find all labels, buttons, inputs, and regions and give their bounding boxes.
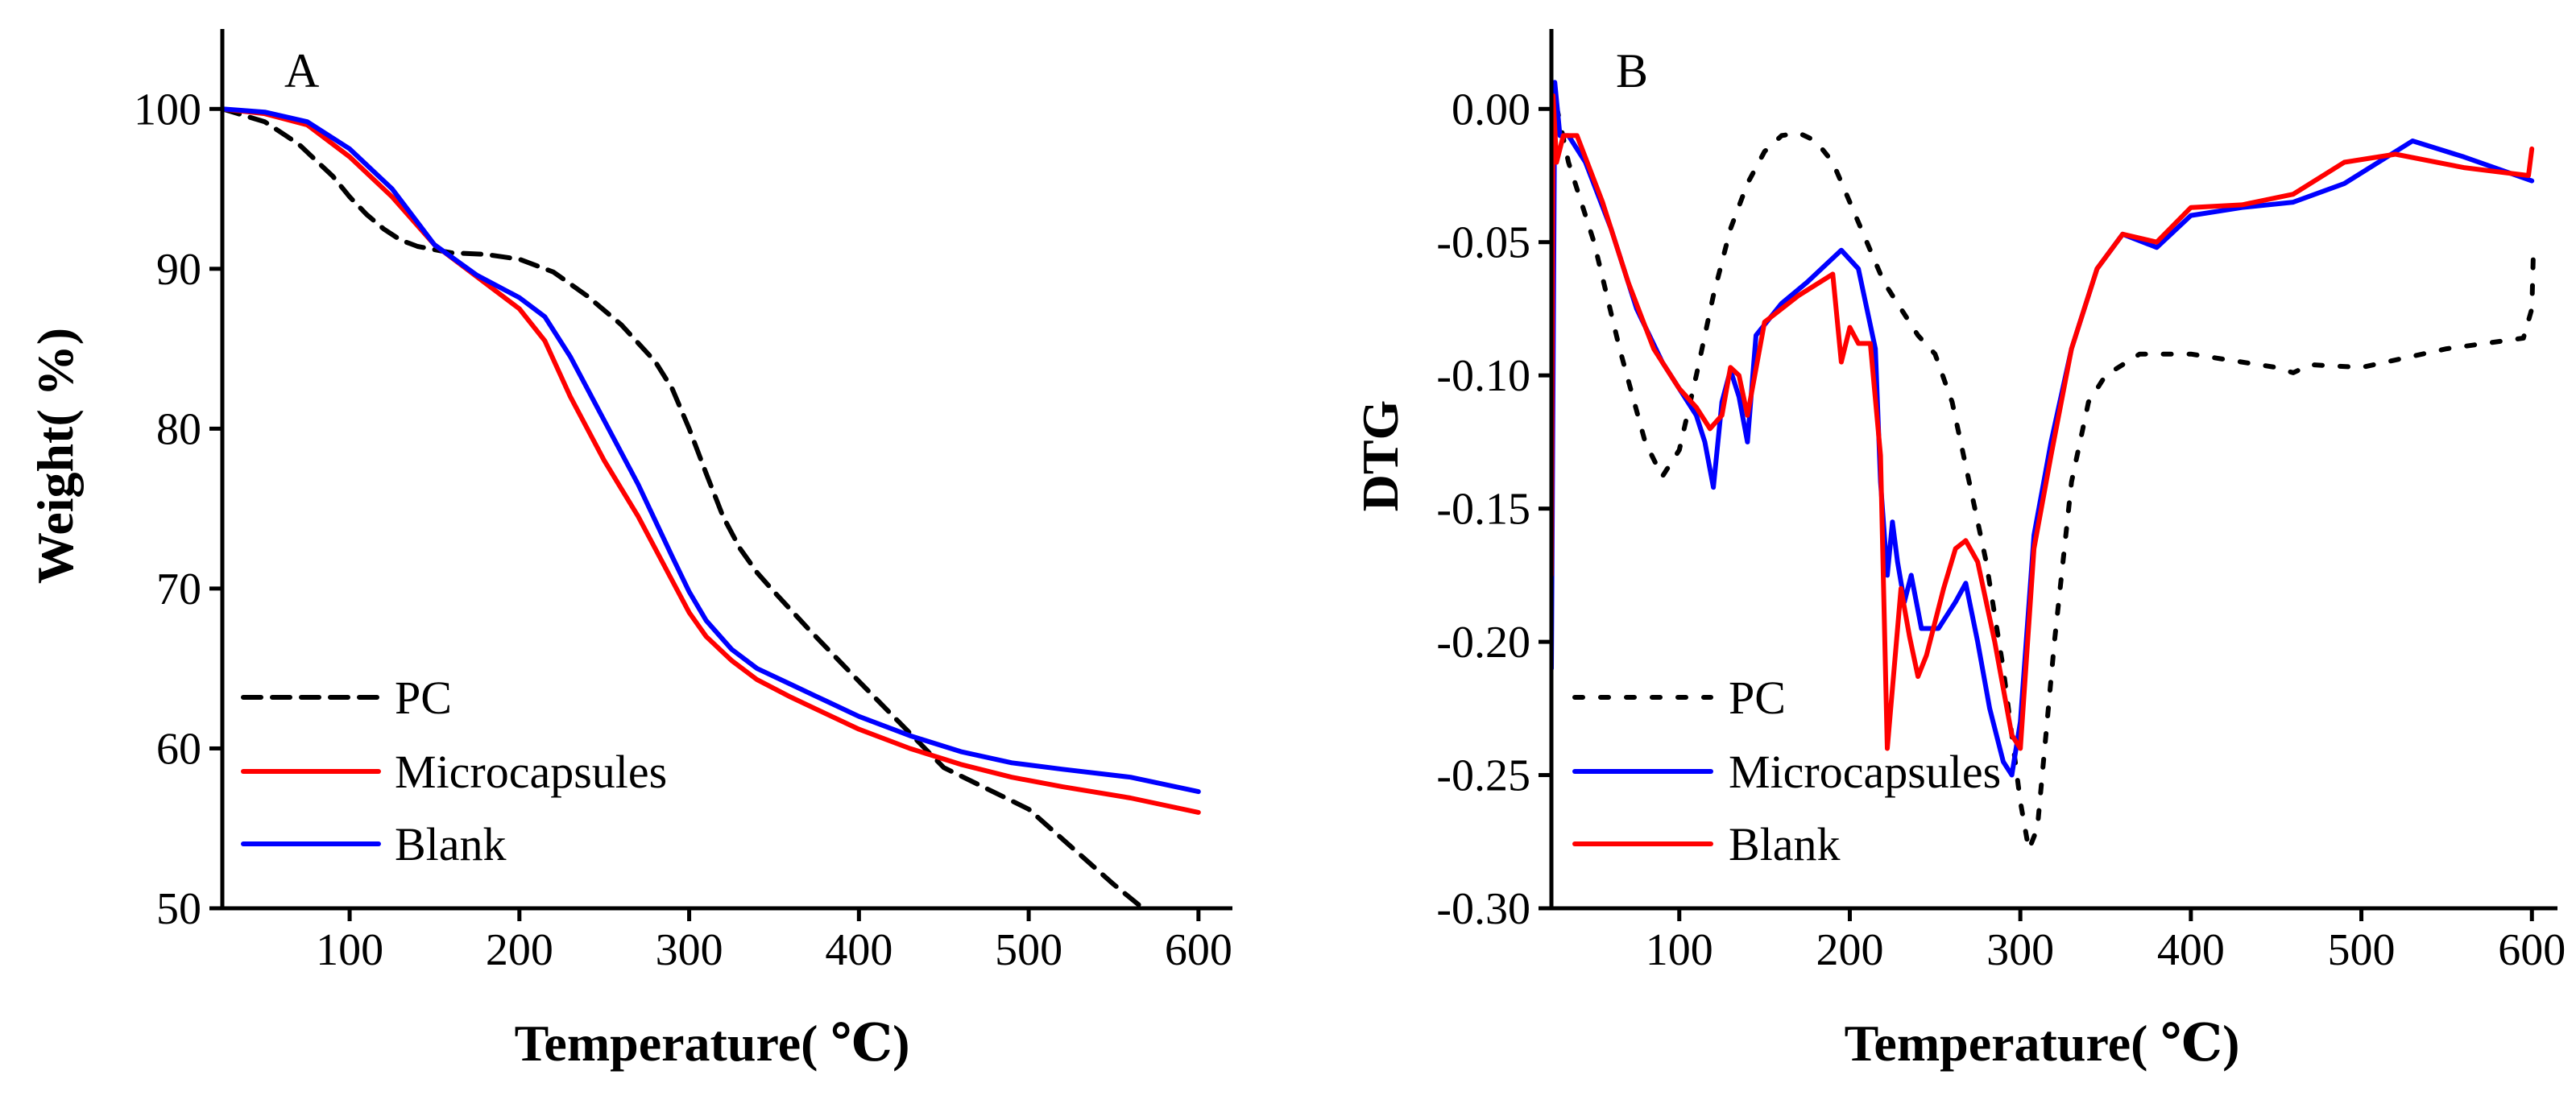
- y-tick-label: -0.15: [1436, 485, 1530, 535]
- panel-b-x-axis-title: Temperature( ℃): [1845, 1015, 2240, 1072]
- x-tick-label: 600: [2498, 925, 2566, 975]
- y-tick-label: -0.25: [1436, 751, 1530, 801]
- series-line-microcapsules: [1551, 80, 2535, 778]
- y-tick-label: 50: [156, 884, 201, 934]
- panel-a-axes: 100 200 300 400 500 600 50 60 70 80 90 100: [134, 29, 1232, 975]
- panel-b-legend: PC Microcapsules Blank: [1572, 672, 2001, 870]
- x-tick-label: 100: [1646, 925, 1713, 975]
- x-tick-label: 300: [656, 925, 723, 975]
- x-tick-label: 200: [486, 925, 553, 975]
- legend-label-blank-dtg: Blank: [1729, 818, 1841, 870]
- y-tick-label: 70: [156, 564, 201, 614]
- legend-label-blank: Blank: [395, 818, 507, 870]
- series-line-pc: [222, 106, 1142, 907]
- y-tick-label: -0.30: [1436, 884, 1530, 934]
- y-tick-label: 0.00: [1452, 85, 1530, 134]
- y-tick-label: -0.20: [1436, 618, 1530, 668]
- y-tick-label: 80: [156, 404, 201, 454]
- panel-a-label: A: [284, 44, 319, 97]
- series-line-microcapsules: [222, 106, 1201, 815]
- legend-label-microcapsules: Microcapsules: [395, 746, 667, 798]
- x-tick-label: 300: [1986, 925, 2054, 975]
- panel-b-y-axis-title: DTG: [1352, 400, 1409, 512]
- panel-a-tga-chart: 100 200 300 400 500 600 50 60 70 80 90 100 A Temper…: [27, 29, 1232, 1072]
- series-line-blank: [222, 106, 1201, 795]
- series-line-blank: [1551, 93, 2535, 751]
- panel-b-label: B: [1616, 44, 1648, 97]
- panel-b-dtg-chart: 100 200 300 400 500 600 0.00 -0.05 -0.10 -0.15 -0.…: [1352, 29, 2566, 1072]
- x-tick-label: 500: [2328, 925, 2396, 975]
- x-tick-label: 600: [1165, 925, 1232, 975]
- y-tick-label: 60: [156, 724, 201, 774]
- x-tick-label: 200: [1816, 925, 1883, 975]
- panel-b-series: [1551, 80, 2537, 853]
- y-tick-label: -0.05: [1436, 218, 1530, 268]
- y-tick-label: -0.10: [1436, 351, 1530, 401]
- panel-a-y-axis-title: Weight( %): [27, 328, 84, 584]
- panel-a-x-axis-title: Temperature( ℃): [515, 1015, 910, 1072]
- x-tick-label: 100: [316, 925, 383, 975]
- x-tick-label: 400: [2157, 925, 2225, 975]
- panel-b-axes: 100 200 300 400 500 600 0.00 -0.05 -0.10 -0.15 -0.…: [1436, 29, 2566, 975]
- series-line-pc: [1551, 80, 2537, 853]
- x-tick-label: 500: [995, 925, 1062, 975]
- y-tick-label: 100: [134, 85, 201, 134]
- x-tick-label: 400: [825, 925, 892, 975]
- legend-label-pc: PC: [395, 672, 452, 724]
- panel-a-series: [222, 106, 1201, 907]
- y-tick-label: 90: [156, 245, 201, 295]
- legend-label-microcapsules-dtg: Microcapsules: [1729, 746, 2001, 798]
- legend-label-pc-dtg: PC: [1729, 672, 1786, 724]
- panel-a-legend: PC Microcapsules Blank: [241, 672, 667, 870]
